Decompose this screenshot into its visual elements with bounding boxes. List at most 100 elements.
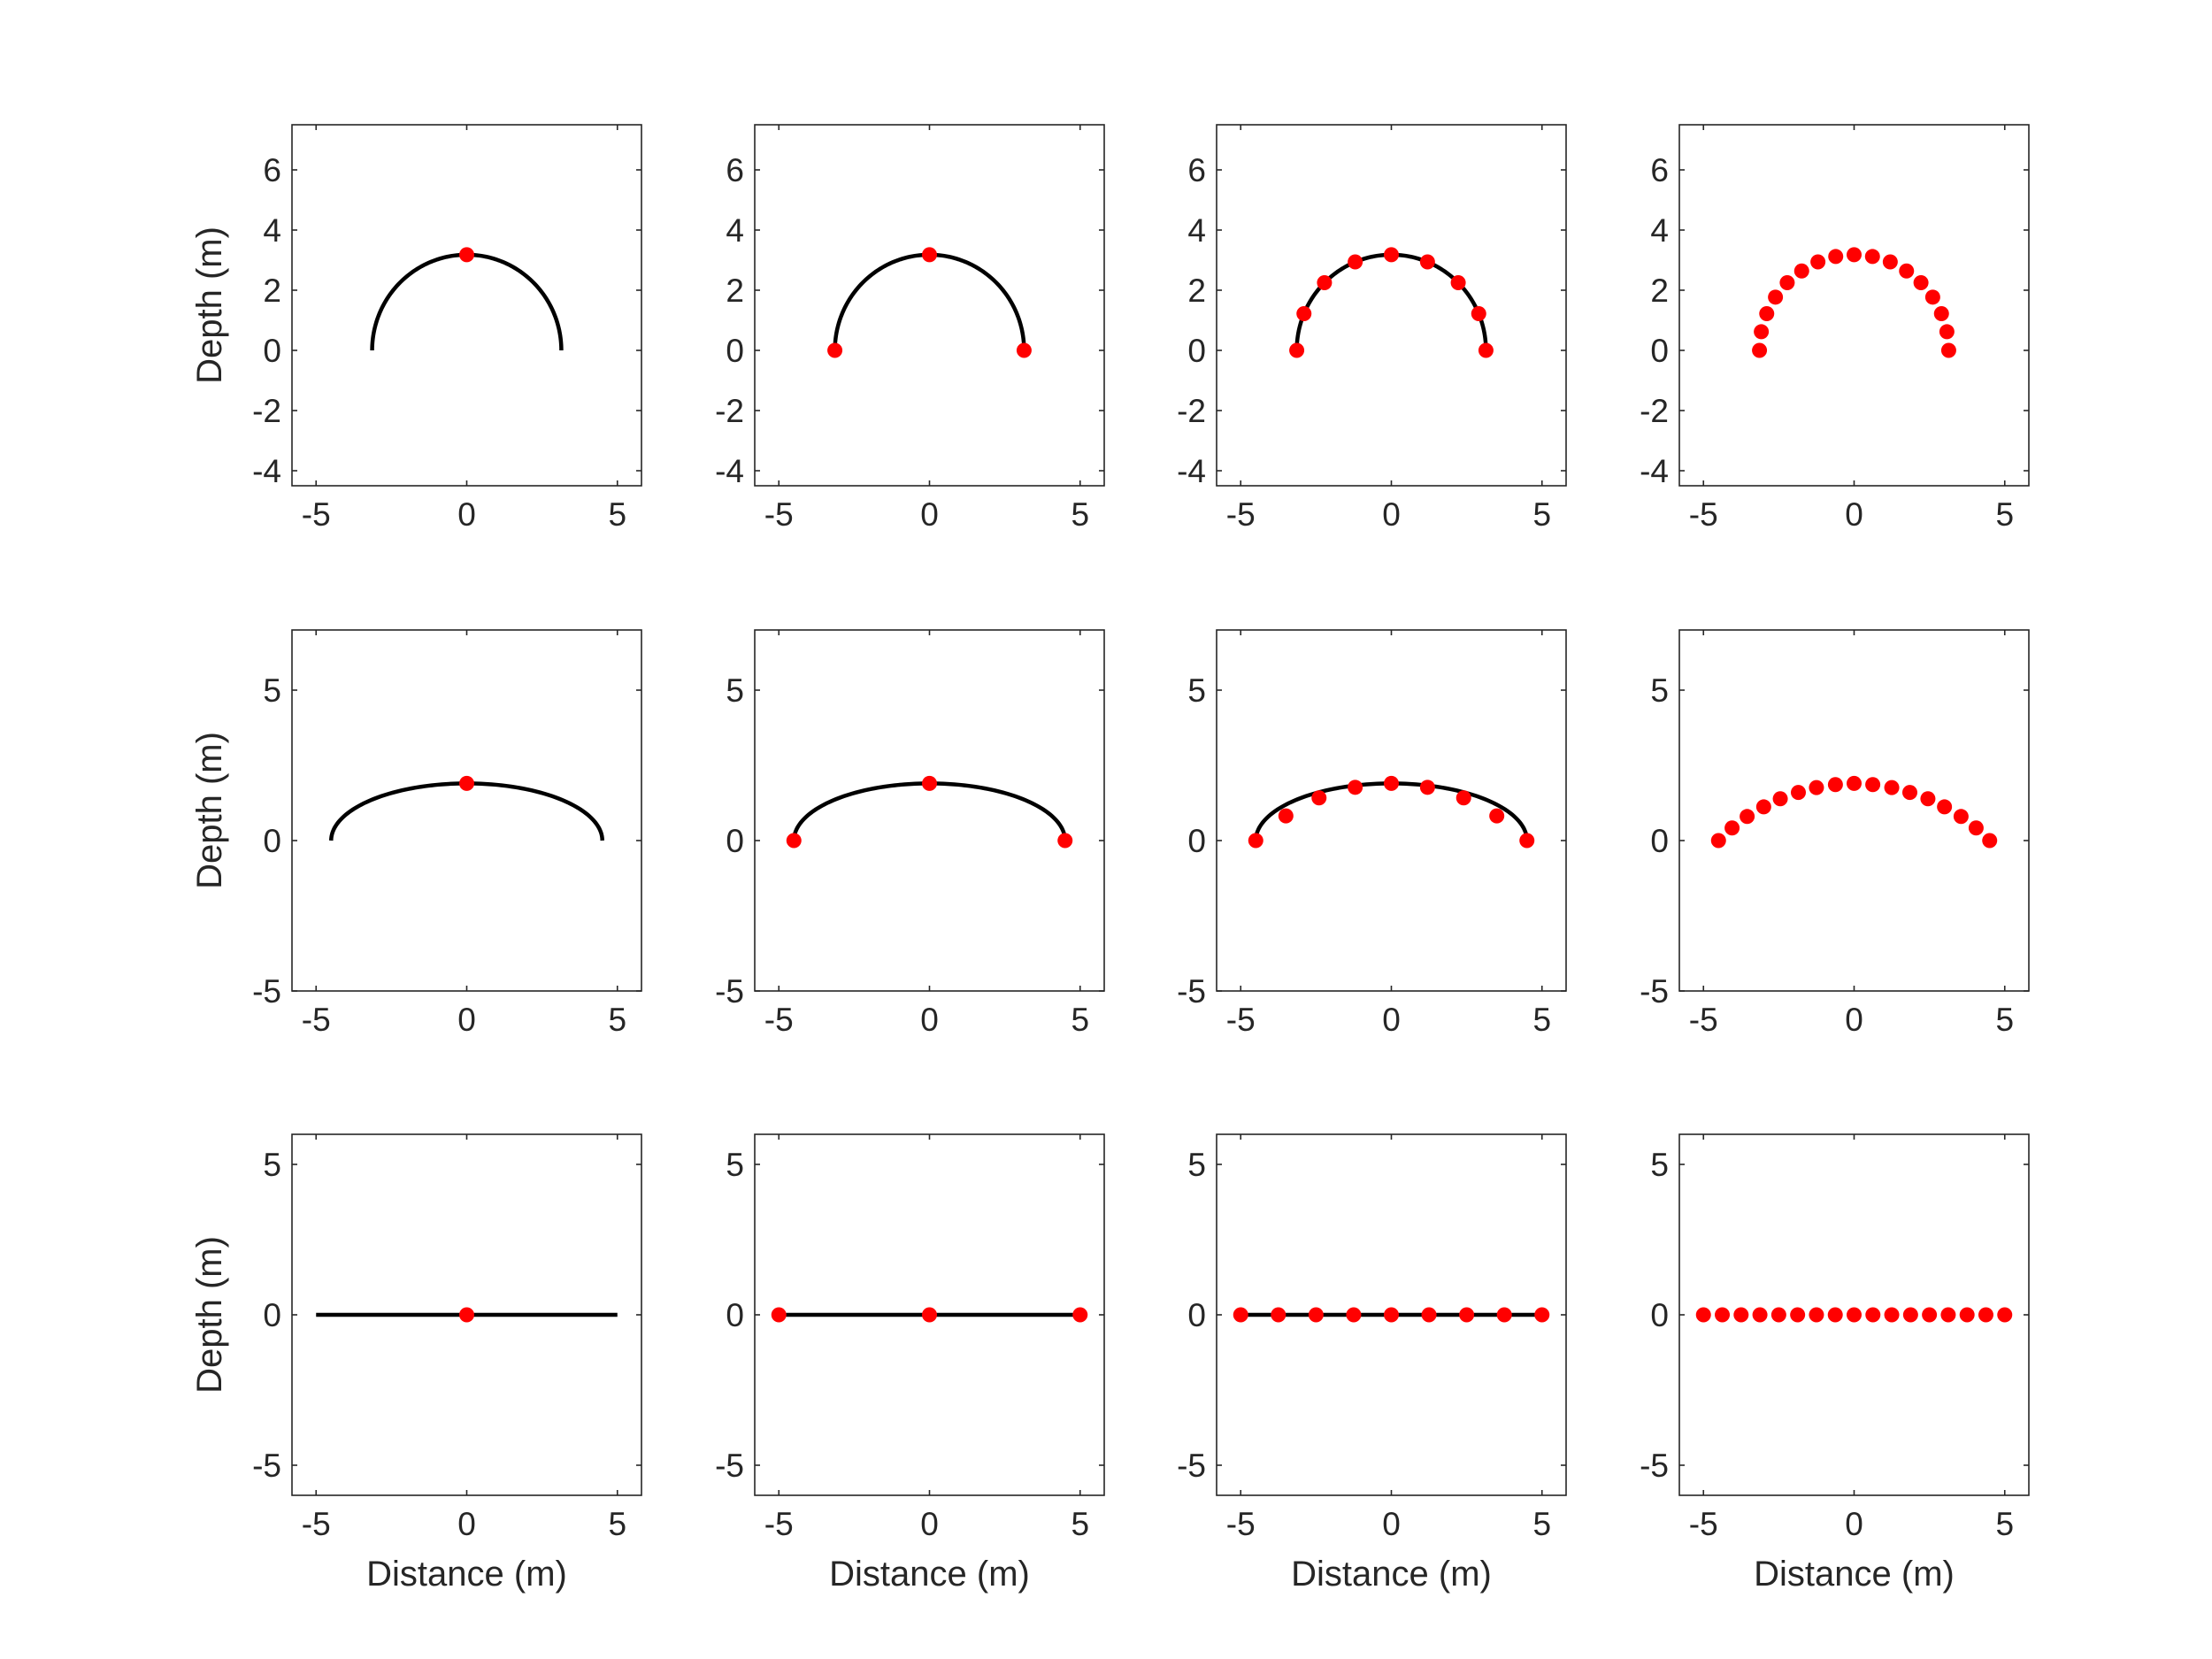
- data-point-r2c4-10: [1865, 777, 1881, 793]
- data-point-r2c4-16: [1968, 820, 1984, 836]
- y-tick-label: 5: [263, 1147, 281, 1183]
- data-point-r1c2-3: [1016, 342, 1032, 358]
- data-point-r1c4-1: [1752, 342, 1768, 358]
- data-point-r1c4-10: [1864, 249, 1880, 265]
- data-point-r3c3-5: [1384, 1307, 1399, 1323]
- y-tick-label: 0: [726, 1297, 744, 1333]
- x-tick-label: -5: [1226, 1002, 1256, 1038]
- x-tick-label: 5: [1071, 1002, 1089, 1038]
- data-point-r1c3-8: [1471, 306, 1486, 322]
- x-tick-label: 0: [920, 496, 939, 533]
- y-tick-label: -4: [1640, 453, 1669, 489]
- y-tick-label: -4: [252, 453, 281, 489]
- subplot-r3c1: -5 0 5 -5 0 5 Depth (m) Distance (m): [190, 1133, 642, 1594]
- data-point-r2c4-8: [1827, 777, 1843, 793]
- data-point-r1c4-4: [1768, 289, 1784, 305]
- x-tick-label: 0: [457, 1506, 476, 1542]
- y-tick-label: -5: [252, 973, 281, 1010]
- x-axis-label: Distance (m): [1754, 1555, 1955, 1594]
- data-point-r2c4-5: [1772, 791, 1788, 807]
- data-point-r3c3-9: [1534, 1307, 1550, 1323]
- y-axis-label: Depth (m): [190, 227, 229, 384]
- x-tick-label: 5: [1532, 1002, 1551, 1038]
- y-tick-label: -5: [1177, 973, 1206, 1010]
- x-tick-label: 0: [1382, 496, 1401, 533]
- subplot-r2c4: -5 0 5 -5 0 5: [1640, 629, 2030, 1038]
- x-tick-label: 5: [1995, 1002, 2014, 1038]
- data-point-r2c3-3: [1311, 790, 1327, 806]
- data-point-r2c3-2: [1278, 808, 1294, 824]
- x-tick-label: 5: [608, 1506, 626, 1542]
- y-tick-label: 0: [726, 823, 744, 859]
- data-point-r2c4-7: [1809, 780, 1824, 795]
- y-tick-label: 5: [1650, 1147, 1669, 1183]
- subplot-r1c4: -5 0 5 -4 -2 0 2 4 6: [1640, 124, 2030, 533]
- y-tick-label: 0: [726, 333, 744, 369]
- y-tick-label: 5: [263, 672, 281, 709]
- data-point-r3c3-3: [1308, 1307, 1324, 1323]
- data-point-r3c4-17: [1997, 1307, 2013, 1323]
- data-point-r2c4-11: [1884, 780, 1900, 795]
- y-axis-label: Depth (m): [190, 732, 229, 889]
- y-tick-label: 5: [726, 1147, 744, 1183]
- y-tick-label: -5: [1640, 1448, 1669, 1484]
- subplot-r3c2: -5 0 5 -5 0 5 Distance (m): [715, 1133, 1105, 1594]
- y-tick-label: -5: [715, 973, 744, 1010]
- y-tick-label: -5: [715, 1448, 744, 1484]
- x-tick-label: 0: [920, 1506, 939, 1542]
- x-tick-label: 0: [1382, 1506, 1401, 1542]
- y-tick-label: 0: [1650, 1297, 1669, 1333]
- y-tick-label: 5: [1650, 672, 1669, 709]
- data-point-r2c2-2: [922, 775, 937, 791]
- x-tick-label: 5: [1071, 1506, 1089, 1542]
- data-point-r3c3-2: [1271, 1307, 1286, 1323]
- subplot-r2c1: -5 0 5 -5 0 5 Depth (m): [190, 629, 642, 1038]
- y-tick-label: 6: [1187, 152, 1206, 188]
- x-tick-label: 5: [608, 1002, 626, 1038]
- data-point-r1c4-9: [1847, 247, 1862, 263]
- x-tick-label: -5: [1689, 1506, 1718, 1542]
- y-tick-label: 6: [1650, 152, 1669, 188]
- subplot-r1c3: -5 0 5 -4 -2 0 2 4 6: [1177, 124, 1567, 533]
- data-point-r3c1-1: [459, 1307, 474, 1323]
- data-point-r2c3-5: [1384, 775, 1399, 791]
- data-point-r3c2-1: [771, 1307, 787, 1323]
- y-tick-label: 5: [726, 672, 744, 709]
- x-tick-label: 0: [920, 1002, 939, 1038]
- data-point-r1c3-5: [1384, 247, 1399, 263]
- x-tick-label: -5: [764, 1506, 794, 1542]
- subplot-r1c2: -5 0 5 -4 -2 0 2 4 6: [715, 124, 1105, 533]
- data-point-r3c4-5: [1770, 1307, 1786, 1323]
- y-tick-label: 4: [726, 212, 744, 249]
- data-point-r2c3-4: [1348, 780, 1363, 795]
- data-point-r1c3-4: [1348, 254, 1363, 270]
- data-point-r3c4-7: [1809, 1307, 1824, 1323]
- y-tick-label: 0: [263, 333, 281, 369]
- x-tick-label: 0: [457, 1002, 476, 1038]
- y-tick-label: 0: [1187, 333, 1206, 369]
- y-tick-label: 6: [263, 152, 281, 188]
- data-point-r1c2-1: [827, 342, 843, 358]
- x-tick-label: 0: [1845, 1506, 1863, 1542]
- data-point-r2c4-6: [1791, 785, 1807, 801]
- y-tick-label: -5: [1177, 1448, 1206, 1484]
- data-point-r1c4-6: [1793, 263, 1809, 279]
- y-tick-label: 4: [1187, 212, 1206, 249]
- x-tick-label: -5: [1689, 496, 1718, 533]
- y-tick-label: 2: [263, 273, 281, 309]
- data-point-r3c4-1: [1695, 1307, 1711, 1323]
- x-tick-label: -5: [302, 496, 331, 533]
- data-point-r2c4-14: [1937, 799, 1953, 815]
- data-point-r2c4-4: [1755, 799, 1771, 815]
- y-tick-label: -2: [252, 393, 281, 429]
- x-tick-label: 5: [608, 496, 626, 533]
- x-tick-label: 5: [1532, 1506, 1551, 1542]
- data-point-r3c4-11: [1884, 1307, 1900, 1323]
- data-point-r3c3-8: [1496, 1307, 1512, 1323]
- data-point-r2c1-1: [459, 775, 474, 791]
- x-tick-label: -5: [1226, 496, 1256, 533]
- y-tick-label: -2: [1640, 393, 1669, 429]
- data-point-r2c4-9: [1847, 775, 1862, 791]
- data-point-r1c4-12: [1899, 263, 1915, 279]
